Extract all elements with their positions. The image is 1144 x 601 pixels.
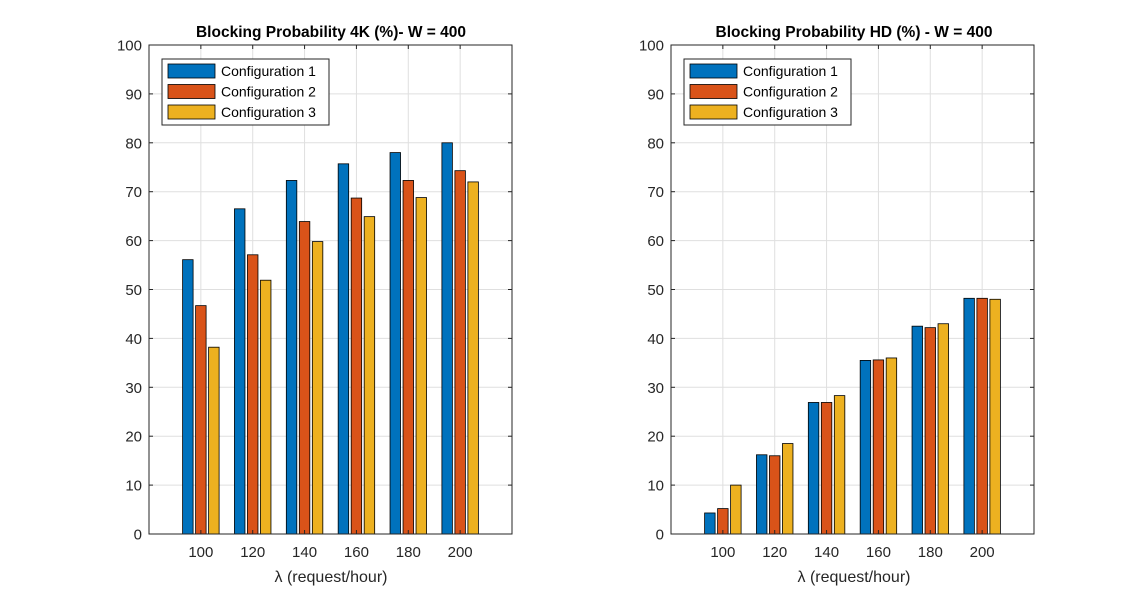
chart-panel-hd: 0 10 20 30 40 50 60 70 80 90 100 100 120 140 160 180 200…: [639, 24, 1035, 586]
x-tick-label: 160: [344, 544, 369, 561]
y-tick-label: 80: [125, 135, 142, 152]
y-tick-label: 100: [639, 38, 664, 55]
bar-config-1-120: [234, 208, 246, 535]
y-tick-label: 100: [117, 38, 142, 55]
bar-config-1-200: [963, 297, 975, 535]
bar-config-3-200: [989, 298, 1001, 535]
bar-config-1-120: [756, 454, 768, 535]
bar-config-2-140: [298, 221, 311, 535]
bar-config-2-180: [402, 180, 414, 535]
bar-config-1-140: [285, 180, 298, 535]
y-tick-label: 80: [647, 135, 664, 152]
chart-title: Blocking Probability 4K (%)- W = 400: [196, 24, 466, 41]
legend-label-config-3: Configuration 3: [743, 104, 838, 120]
bar-config-2-120: [247, 254, 259, 535]
y-tick-label: 10: [647, 478, 664, 495]
bar-config-3-100: [730, 484, 742, 535]
bar-config-2-180: [924, 327, 936, 535]
x-tick-label: 140: [292, 544, 317, 561]
legend-label-config-2: Configuration 2: [743, 84, 838, 100]
legend: Configuration 1 Configuration 2 Configurat…: [161, 58, 330, 126]
y-tick-label: 10: [125, 478, 142, 495]
y-tick-label: 20: [125, 429, 142, 446]
legend-swatch-config-3: [689, 104, 738, 120]
legend-label-config-1: Configuration 1: [221, 63, 316, 79]
x-tick-label: 100: [188, 544, 213, 561]
chart-title: Blocking Probability HD (%) - W = 400: [716, 24, 993, 41]
legend-label-config-2: Configuration 2: [221, 84, 316, 100]
bar-config-3-120: [260, 279, 272, 535]
bar-config-2-200: [454, 170, 466, 535]
x-tick-label: 180: [396, 544, 421, 561]
y-tick-label: 40: [125, 331, 142, 348]
x-tick-label: 200: [448, 544, 473, 561]
y-tick-label: 30: [647, 380, 664, 397]
legend-swatch-config-2: [689, 84, 738, 99]
y-tick-label: 20: [647, 429, 664, 446]
y-tick-label: 30: [125, 380, 142, 397]
bar-config-3-100: [208, 346, 220, 535]
x-tick-label: 100: [710, 544, 735, 561]
y-tick-label: 90: [647, 86, 664, 103]
bar-config-3-180: [415, 197, 427, 535]
legend-label-config-3: Configuration 3: [221, 104, 316, 120]
y-tick-label: 50: [647, 282, 664, 299]
y-tick-label: 60: [647, 233, 664, 250]
y-tick-label: 40: [647, 331, 664, 348]
bar-config-3-200: [467, 181, 479, 535]
y-tick-label: 50: [125, 282, 142, 299]
y-tick-label: 0: [656, 527, 664, 544]
y-tick-label: 70: [125, 184, 142, 201]
bar-config-1-100: [704, 512, 716, 535]
bar-config-3-120: [782, 443, 794, 535]
bar-config-1-180: [389, 152, 401, 535]
legend-label-config-1: Configuration 1: [743, 63, 838, 79]
legend-swatch-config-2: [167, 84, 216, 99]
bar-config-1-160: [859, 360, 872, 535]
bar-config-3-160: [363, 216, 376, 535]
bar-config-2-160: [872, 359, 885, 535]
legend-swatch-config-1: [689, 63, 738, 79]
bar-config-3-160: [885, 357, 898, 535]
bar-config-2-160: [350, 197, 363, 535]
legend: Configuration 1 Configuration 2 Configurat…: [683, 58, 852, 126]
chart-panel-4k: 0 10 20 30 40 50 60 70 80 90 100 100 120 140 160 180 200…: [117, 24, 513, 586]
x-tick-label: 120: [240, 544, 265, 561]
bar-config-2-120: [769, 455, 781, 535]
y-tick-label: 90: [125, 86, 142, 103]
bar-config-1-180: [911, 325, 923, 535]
legend-swatch-config-1: [167, 63, 216, 79]
bar-config-2-200: [976, 297, 988, 535]
x-axis-label: λ (request/hour): [798, 569, 911, 586]
x-tick-label: 180: [918, 544, 943, 561]
bar-config-1-100: [182, 259, 194, 535]
bar-config-3-180: [937, 323, 949, 535]
bar-config-3-140: [311, 241, 324, 535]
y-tick-label: 60: [125, 233, 142, 250]
x-tick-label: 200: [970, 544, 995, 561]
y-tick-label: 0: [134, 527, 142, 544]
bar-config-3-140: [833, 395, 846, 535]
x-tick-label: 140: [814, 544, 839, 561]
bar-config-2-100: [195, 305, 207, 535]
bar-config-1-200: [441, 142, 453, 535]
bar-config-1-140: [807, 402, 820, 535]
bar-config-1-160: [337, 163, 350, 535]
x-axis-label: λ (request/hour): [275, 569, 388, 586]
y-tick-label: 70: [647, 184, 664, 201]
x-tick-label: 120: [762, 544, 787, 561]
legend-swatch-config-3: [167, 104, 216, 120]
x-tick-label: 160: [866, 544, 891, 561]
bar-config-2-140: [820, 402, 833, 535]
